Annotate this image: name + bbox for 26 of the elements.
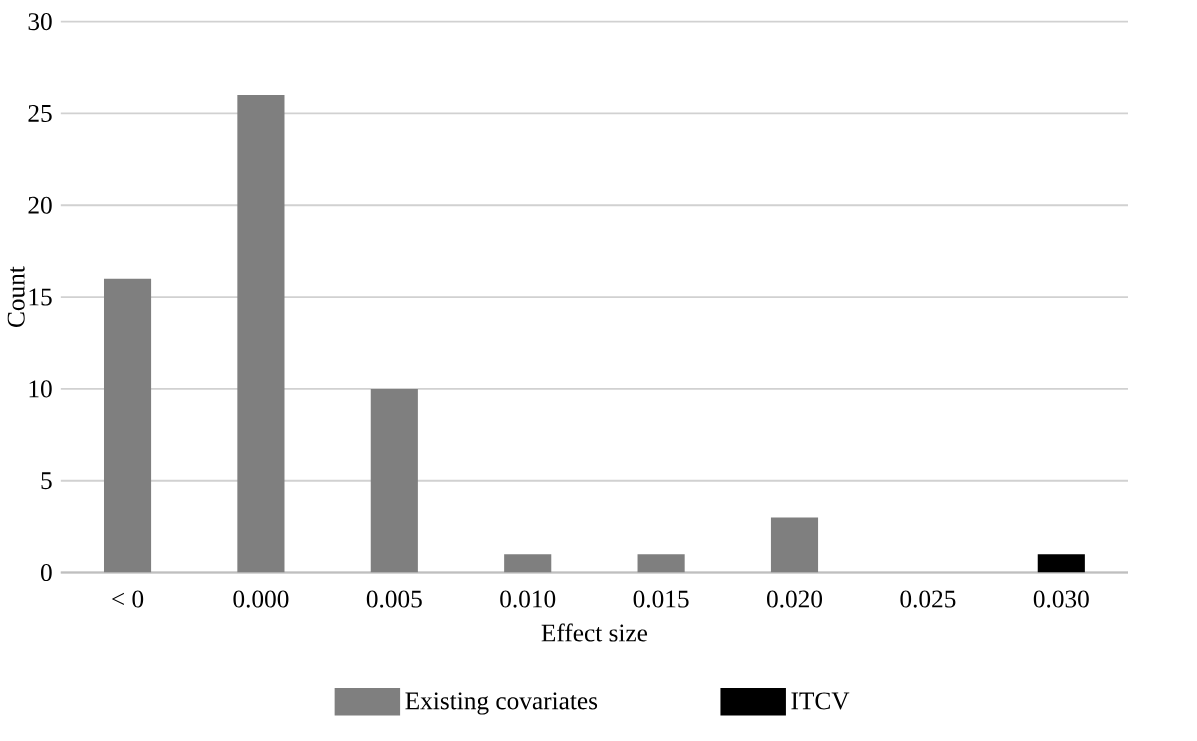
y-tick-label: 10 (29, 380, 52, 398)
x-tick-label: 0.000 (233, 590, 289, 608)
y-tick-label: 0 (41, 563, 52, 581)
bar (637, 553, 685, 573)
x-tick-label: 0.010 (500, 590, 556, 608)
x-tick-label: 0.020 (767, 590, 823, 608)
y-tick-label: 5 (41, 472, 52, 489)
bar (370, 388, 418, 573)
x-tick-label: 0.005 (366, 590, 422, 608)
y-tick-label: 20 (28, 196, 52, 214)
y-tick-label: 15 (29, 288, 52, 306)
x-axis-title: Effect size (541, 623, 648, 642)
bar (237, 94, 285, 573)
x-tick-label: 0.025 (900, 590, 956, 608)
bar (504, 553, 552, 573)
y-axis-title: Count (7, 266, 25, 327)
bar (1037, 553, 1085, 573)
x-tick-label: < 0 (112, 590, 144, 608)
bar (103, 278, 152, 573)
bar (770, 517, 819, 573)
y-tick-label: 25 (28, 104, 52, 122)
legend-label: ITCV (791, 692, 850, 710)
legend-label: Existing covariates (405, 692, 598, 715)
x-tick-label: 0.030 (1033, 590, 1089, 608)
y-tick-label: 30 (28, 12, 52, 30)
x-tick-label: 0.015 (633, 590, 689, 608)
